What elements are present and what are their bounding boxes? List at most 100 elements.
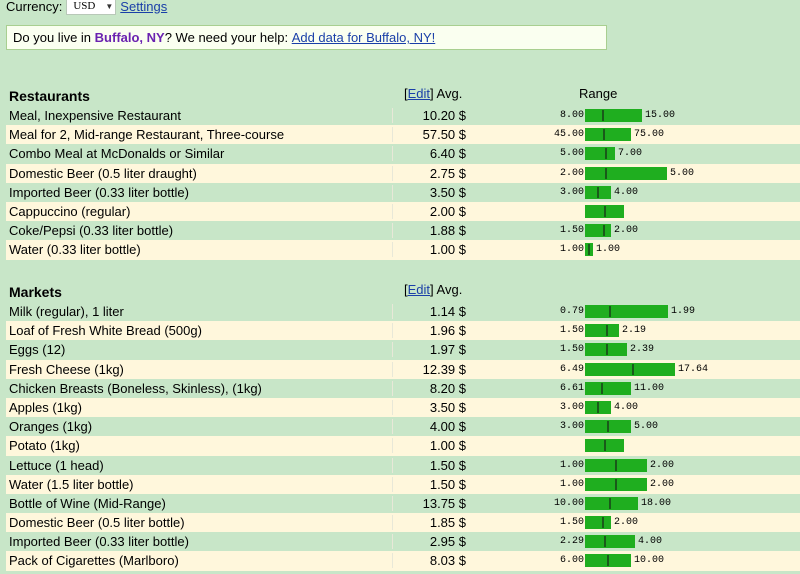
settings-link[interactable]: Settings [120, 0, 168, 14]
table-row: Domestic Beer (0.5 liter bottle) 1.85 $ 1.… [6, 513, 800, 533]
range-bar [585, 166, 667, 180]
table-row: Oranges (1kg) 4.00 $ 3.00 5.00 [6, 417, 800, 437]
table-row: Lettuce (1 head) 1.50 $ 1.00 2.00 [6, 455, 800, 475]
column-divider [392, 419, 393, 435]
range-low: 8.00 [559, 110, 584, 121]
range-low: 0.79 [559, 306, 584, 317]
range-bar [585, 128, 631, 142]
column-divider [392, 223, 393, 239]
table-row: Loaf of Fresh White Bread (500g) 1.96 $ 1.… [6, 321, 800, 341]
avg-marker [597, 401, 599, 413]
range-high: 18.00 [641, 497, 672, 509]
avg-marker [605, 167, 607, 179]
range-bar [585, 496, 638, 510]
range-high: 4.00 [638, 536, 663, 548]
range-low: 6.61 [559, 382, 584, 394]
avg-marker [615, 478, 617, 490]
avg-label: Avg. [436, 86, 463, 101]
item-avg-price: 57.50 $ [422, 127, 466, 143]
range-low: 5.00 [559, 148, 584, 160]
item-name: Bottle of Wine (Mid-Range) [9, 495, 166, 511]
item-avg-price: 1.14 $ [429, 304, 466, 319]
item-name: Potato (1kg) [9, 438, 80, 454]
edit-column-header: [Edit] Avg. [404, 282, 463, 297]
avg-marker [597, 186, 599, 198]
table-row: Water (1.5 liter bottle) 1.50 $ 1.00 2.00 [6, 474, 800, 494]
currency-bar: Currency: USD ▼ Settings [6, 0, 167, 15]
range-bar [585, 516, 611, 530]
item-name: Combo Meal at McDonalds or Similar [9, 146, 225, 162]
markets-header: Markets [Edit] Avg. [6, 282, 800, 302]
currency-label: Currency: [6, 0, 63, 14]
range-bar [585, 109, 642, 122]
item-avg-price: 2.75 $ [429, 165, 466, 181]
avg-marker [604, 536, 606, 548]
currency-select[interactable]: USD ▼ [66, 0, 117, 15]
range-bar [585, 305, 668, 318]
item-avg-price: 2.95 $ [429, 534, 466, 550]
range-high: 2.39 [630, 344, 655, 356]
avg-marker [632, 363, 634, 375]
avg-marker [609, 497, 611, 509]
item-name: Meal for 2, Mid-range Restaurant, Three-… [9, 127, 285, 143]
table-row: Bottle of Wine (Mid-Range) 13.75 $ 10.00 18… [6, 493, 800, 514]
range-bar [585, 381, 631, 395]
item-avg-price: 10.20 $ [422, 108, 466, 123]
table-row: Imported Beer (0.33 liter bottle) 3.50 $ 3… [6, 182, 800, 202]
range-low: 3.00 [559, 186, 584, 198]
markets-table: Markets [Edit] Avg. Milk (regular), 1 li… [6, 282, 800, 571]
notice-suffix: ? We need your help: [164, 30, 289, 45]
range-high: 10.00 [634, 555, 665, 567]
restaurants-edit-link[interactable]: Edit [407, 86, 431, 101]
column-divider [392, 127, 393, 143]
avg-marker [603, 225, 605, 237]
table-row: Imported Beer (0.33 liter bottle) 2.95 $ 2… [6, 532, 800, 552]
avg-marker [604, 205, 606, 217]
range-low: 3.00 [559, 401, 584, 413]
column-divider [392, 553, 393, 569]
item-name: Imported Beer (0.33 liter bottle) [9, 184, 189, 200]
range-low: 1.50 [559, 325, 584, 337]
range-high: 11.00 [634, 382, 665, 394]
range-low: 3.00 [559, 421, 584, 433]
range-high: 15.00 [645, 110, 676, 121]
table-row: Meal for 2, Mid-range Restaurant, Three-… [6, 125, 800, 145]
item-name: Apples (1kg) [9, 399, 82, 415]
range-low: 10.00 [553, 497, 584, 509]
item-avg-price: 1.88 $ [429, 223, 466, 239]
table-row: Meal, Inexpensive Restaurant 10.20 $ 8.00 1… [6, 106, 800, 126]
item-name: Chicken Breasts (Boneless, Skinless), (1… [9, 380, 262, 396]
avg-marker [606, 325, 608, 337]
range-low: 1.50 [559, 517, 584, 529]
add-data-link[interactable]: Add data for Buffalo, NY! [291, 30, 436, 45]
avg-marker [605, 148, 607, 160]
avg-marker [609, 306, 611, 317]
edit-column-header: [Edit] Avg. [404, 86, 463, 101]
range-low: 1.50 [559, 225, 584, 237]
item-avg-price: 1.85 $ [429, 515, 466, 531]
avg-label: Avg. [436, 282, 463, 297]
table-row: Pack of Cigarettes (Marlboro) 8.03 $ 6.00 1… [6, 551, 800, 571]
column-divider [392, 146, 393, 162]
range-high: 5.00 [670, 167, 695, 179]
item-name: Loaf of Fresh White Bread (500g) [9, 323, 202, 339]
avg-marker [615, 459, 617, 471]
table-row: Fresh Cheese (1kg) 12.39 $ 6.49 17.64 [6, 359, 800, 379]
range-high: 5.00 [634, 421, 659, 433]
range-high: 2.19 [622, 325, 647, 337]
item-name: Coke/Pepsi (0.33 liter bottle) [9, 223, 174, 239]
range-low: 1.00 [559, 478, 584, 490]
item-avg-price: 3.50 $ [429, 399, 466, 415]
range-bar [585, 147, 615, 161]
range-high: 2.00 [614, 517, 639, 529]
range-high: 2.00 [614, 225, 639, 237]
notice-city: Buffalo, NY [94, 30, 165, 45]
currency-value: USD [73, 0, 96, 12]
column-divider [392, 380, 393, 396]
avg-marker [602, 517, 604, 529]
column-divider [392, 515, 393, 531]
markets-edit-link[interactable]: Edit [407, 282, 431, 297]
range-high: 2.00 [650, 459, 675, 471]
restaurants-header: Restaurants [Edit] Avg. Range [6, 86, 800, 106]
column-divider [392, 457, 393, 473]
